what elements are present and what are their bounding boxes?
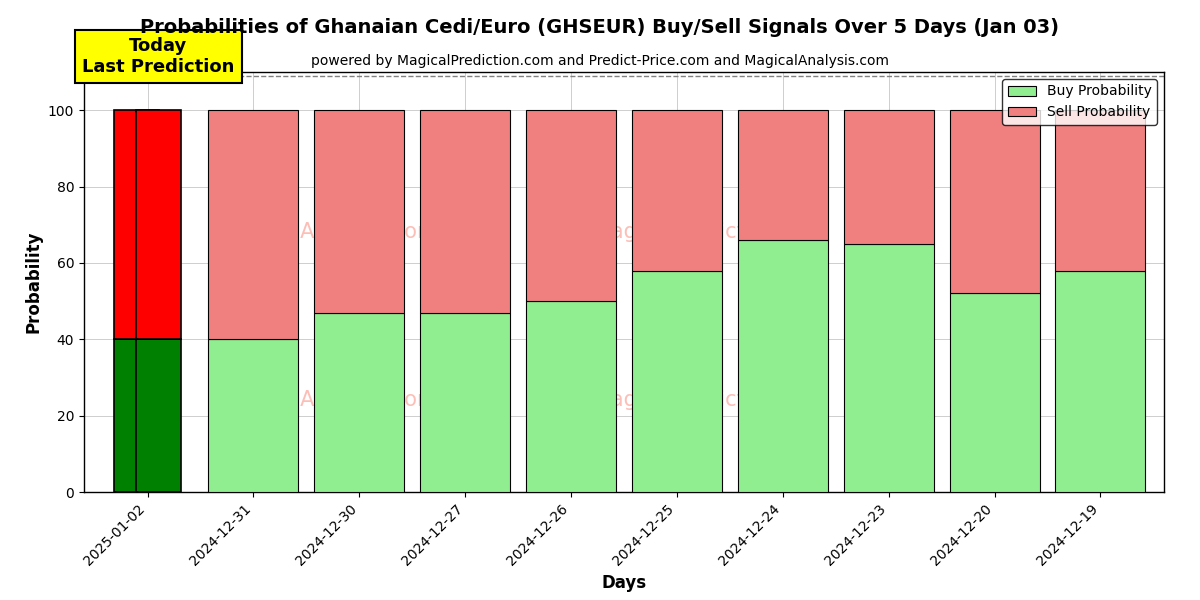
Bar <box>632 271 722 492</box>
Text: MagicalPrediction.com: MagicalPrediction.com <box>593 221 828 242</box>
Legend: Buy Probability, Sell Probability: Buy Probability, Sell Probability <box>1002 79 1157 125</box>
Bar <box>526 301 616 492</box>
Text: powered by MagicalPrediction.com and Predict-Price.com and MagicalAnalysis.com: powered by MagicalPrediction.com and Pre… <box>311 54 889 68</box>
Bar <box>526 110 616 301</box>
Text: Today
Last Prediction: Today Last Prediction <box>82 37 234 76</box>
Bar <box>114 110 158 339</box>
Y-axis label: Probability: Probability <box>24 231 42 333</box>
Bar <box>738 240 828 492</box>
Bar <box>209 339 299 492</box>
Bar <box>314 110 404 313</box>
Bar <box>314 313 404 492</box>
Bar <box>137 339 181 492</box>
Bar <box>632 110 722 271</box>
Text: MagicalPrediction.com: MagicalPrediction.com <box>593 389 828 410</box>
Text: calAnalysis.com: calAnalysis.com <box>270 221 438 242</box>
Bar <box>420 110 510 313</box>
Bar <box>738 110 828 240</box>
Bar <box>137 110 181 339</box>
Bar <box>949 293 1039 492</box>
Bar <box>844 244 934 492</box>
Bar <box>949 110 1039 293</box>
Bar <box>114 339 158 492</box>
Text: Probabilities of Ghanaian Cedi/Euro (GHSEUR) Buy/Sell Signals Over 5 Days (Jan 0: Probabilities of Ghanaian Cedi/Euro (GHS… <box>140 18 1060 37</box>
X-axis label: Days: Days <box>601 574 647 592</box>
Bar <box>209 110 299 339</box>
Bar <box>1056 110 1146 271</box>
Bar <box>1056 271 1146 492</box>
Text: calAnalysis.com: calAnalysis.com <box>270 389 438 410</box>
Bar <box>420 313 510 492</box>
Bar <box>844 110 934 244</box>
